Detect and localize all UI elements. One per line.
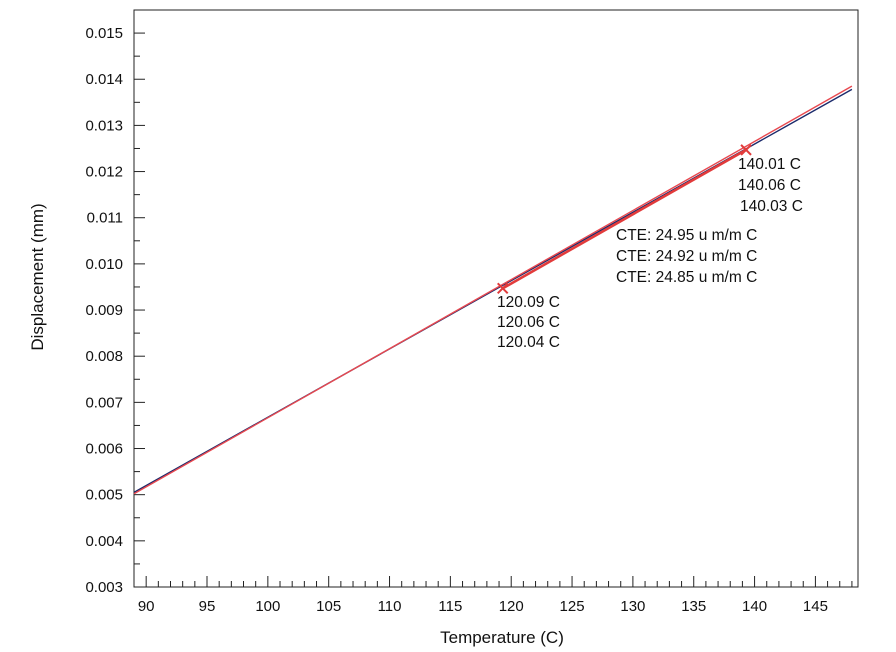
y-tick-label: 0.010 [85, 256, 123, 273]
low-temp-label: 120.06 C [497, 314, 560, 331]
y-tick-label: 0.007 [85, 394, 123, 411]
y-tick-label: 0.005 [85, 487, 123, 504]
high-temp-label: 140.01 C [738, 156, 801, 173]
cte-labels: CTE: 24.95 u m/m C CTE: 24.92 u m/m C CT… [616, 227, 757, 286]
x-tick-label: 120 [499, 598, 524, 615]
low-temperature-labels: 120.09 C 120.06 C 120.04 C [497, 294, 560, 351]
low-temp-label: 120.09 C [497, 294, 560, 311]
y-tick-label: 0.012 [85, 164, 123, 181]
y-tick-label: 0.009 [85, 302, 123, 319]
x-axis-title: Temperature (C) [440, 628, 564, 647]
y-axis: 0.003 0.004 0.005 0.006 0.007 0.008 0.009 0.010… [85, 9, 145, 596]
marker-layer [496, 144, 752, 295]
x-marker-stroke [496, 282, 509, 295]
x-tick-label: 130 [620, 598, 645, 615]
x-axis: 90 95 100 105 110 115 120 125 130 135 140 145 [133, 576, 853, 615]
plot-frame [133, 9, 859, 588]
low-temp-label: 120.04 C [497, 334, 560, 351]
cte-label: CTE: 24.95 u m/m C [616, 227, 757, 244]
cte-tangent-segment [502, 148, 747, 290]
series-line-2 [133, 85, 853, 495]
y-tick-label: 0.014 [85, 71, 123, 88]
x-tick-label: 110 [378, 598, 402, 615]
x-tick-label: 115 [438, 598, 462, 615]
x-tick-label: 145 [803, 598, 828, 615]
x-tick-label: 140 [742, 598, 767, 615]
x-marker-stroke [740, 144, 752, 156]
cte-label: CTE: 24.85 u m/m C [616, 269, 757, 286]
y-tick-label: 0.003 [85, 579, 123, 596]
high-temp-label: 140.03 C [740, 198, 803, 215]
x-tick-label: 105 [316, 598, 341, 615]
x-tick-label: 100 [255, 598, 280, 615]
series-layer [133, 85, 853, 495]
cte-label: CTE: 24.92 u m/m C [616, 248, 757, 265]
y-tick-label: 0.013 [85, 117, 123, 134]
y-axis-title: Displacement (mm) [28, 203, 47, 350]
x-tick-label: 135 [681, 598, 706, 615]
y-tick-label: 0.006 [85, 441, 123, 458]
x-marker [740, 144, 752, 156]
high-temp-label: 140.06 C [738, 177, 801, 194]
high-temperature-labels: 140.01 C 140.06 C 140.03 C [738, 156, 803, 215]
x-tick-label: 90 [138, 598, 155, 615]
y-tick-label: 0.011 [87, 210, 123, 227]
x-tick-label: 125 [560, 598, 585, 615]
y-tick-label: 0.015 [85, 25, 123, 42]
y-tick-label: 0.008 [85, 348, 123, 365]
y-tick-label: 0.004 [85, 533, 123, 550]
x-marker [496, 282, 509, 295]
x-tick-label: 95 [199, 598, 216, 615]
